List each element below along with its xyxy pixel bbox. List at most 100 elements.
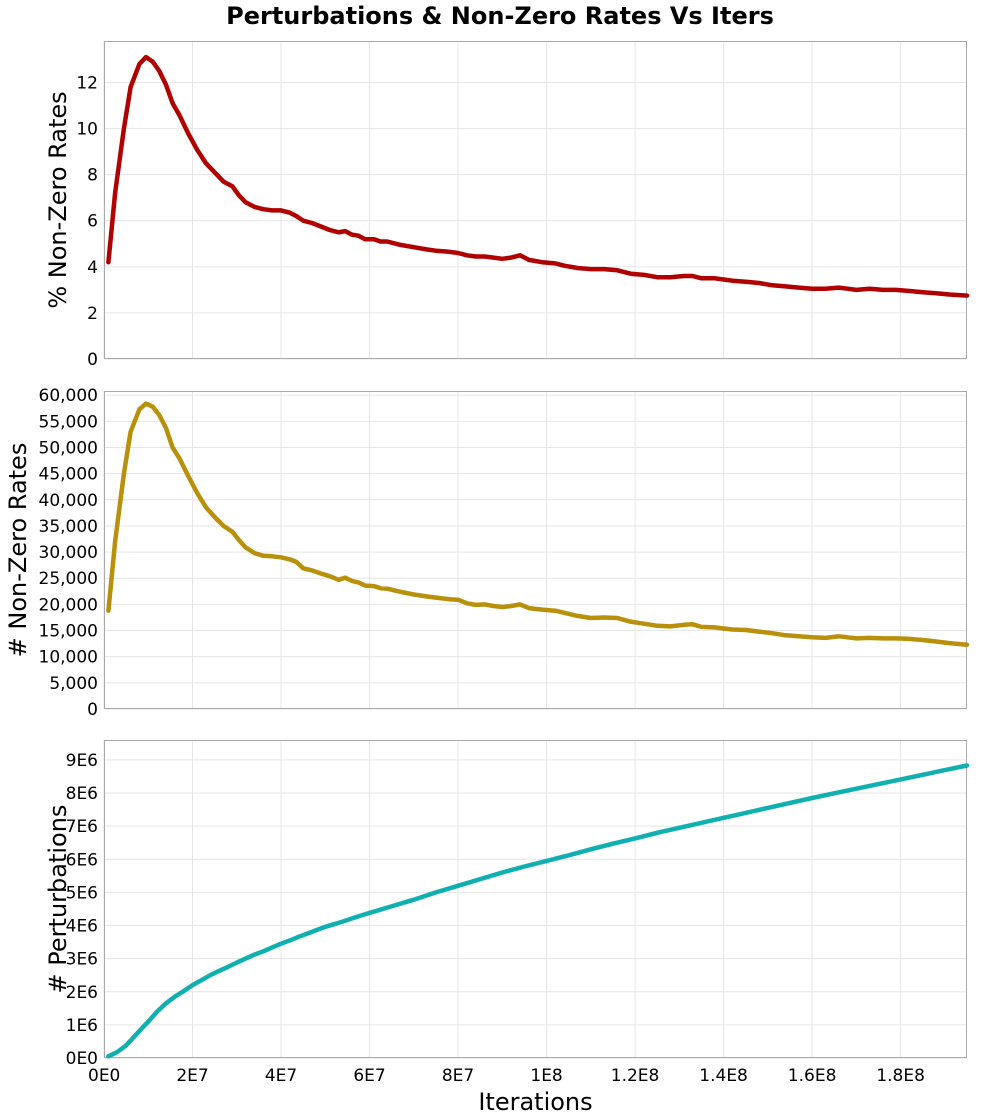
plot-frame [104, 740, 967, 1058]
data-point [921, 773, 925, 777]
data-point [124, 1043, 128, 1047]
data-point [465, 253, 469, 257]
data-point [722, 278, 726, 282]
data-point [854, 636, 858, 640]
x-tick-label: 8E7 [442, 1066, 474, 1086]
data-point [279, 942, 283, 946]
data-point [379, 240, 383, 244]
plot-frame [104, 41, 967, 359]
data-point [122, 127, 126, 131]
data-point [700, 821, 704, 825]
data-point [337, 230, 341, 234]
data-point [691, 274, 695, 278]
data-point [301, 219, 305, 223]
panel-count-non-zero-rates: 0 5,000 10,000 15,000 20,000 25,000 30,000 35,0… [4, 386, 970, 720]
data-point [921, 638, 925, 642]
data-point [164, 1001, 168, 1005]
data-point [527, 258, 531, 262]
data-point [797, 634, 801, 638]
data-point [894, 636, 898, 640]
data-point [553, 261, 557, 265]
data-point [332, 922, 336, 926]
data-point [447, 597, 451, 601]
y-tick-label: 45,000 [39, 465, 98, 485]
data-point [350, 917, 354, 921]
data-point [447, 250, 451, 254]
data-point [261, 554, 265, 558]
data-point [270, 945, 274, 949]
data-point [669, 624, 673, 628]
data-point [722, 627, 726, 631]
data-point [306, 932, 310, 936]
x-tick-label: 1.2E8 [611, 1066, 660, 1086]
data-point [425, 595, 429, 599]
plot-area [104, 41, 967, 359]
data-point [151, 405, 155, 409]
data-point [965, 294, 969, 298]
data-point [965, 764, 969, 768]
data-point [106, 260, 110, 264]
data-point [434, 890, 438, 894]
plot-area [104, 740, 967, 1058]
data-point [230, 530, 234, 534]
plot-area [104, 391, 967, 709]
y-tick-label: 0 [87, 700, 98, 720]
data-point [527, 606, 531, 610]
data-point [921, 290, 925, 294]
data-point [237, 538, 241, 542]
y-axis-label: # Non-Zero Rates [4, 443, 32, 658]
data-point [730, 279, 734, 283]
data-point [270, 554, 274, 558]
y-tick-label: 10 [76, 120, 98, 140]
data-point [129, 85, 133, 89]
data-point [288, 211, 292, 215]
data-point [500, 257, 504, 261]
data-point [908, 289, 912, 293]
data-point [947, 293, 951, 297]
y-tick-label: 9E6 [66, 751, 98, 771]
data-point [655, 275, 659, 279]
y-tick-label: 8E6 [66, 784, 98, 804]
data-point [677, 826, 681, 830]
data-point [412, 245, 416, 249]
data-point [722, 816, 726, 820]
data-point [222, 524, 226, 528]
data-point [456, 251, 460, 255]
data-point [934, 291, 938, 295]
data-point [208, 973, 212, 977]
data-point [226, 965, 230, 969]
data-point [642, 622, 646, 626]
data-point [372, 237, 376, 241]
data-point [122, 472, 126, 476]
data-point [947, 641, 951, 645]
data-point [713, 276, 717, 280]
data-point [553, 609, 557, 613]
data-point [343, 229, 347, 233]
data-point [142, 1024, 146, 1028]
y-tick-label: 25,000 [39, 569, 98, 589]
data-point [195, 491, 199, 495]
data-point [217, 969, 221, 973]
data-point [509, 256, 513, 260]
data-point [642, 273, 646, 277]
data-point [357, 580, 361, 584]
data-point [766, 806, 770, 810]
x-tick-label: 6E7 [353, 1066, 385, 1086]
data-point [810, 287, 814, 291]
data-point [633, 836, 637, 840]
data-point [350, 233, 354, 237]
data-point [368, 911, 372, 915]
data-point [182, 989, 186, 993]
data-point [483, 602, 487, 606]
data-point [113, 191, 117, 195]
data-point [372, 584, 376, 588]
x-tick-label: 1.6E8 [788, 1066, 837, 1086]
data-point [328, 228, 332, 232]
y-tick-label: 3E6 [66, 950, 98, 970]
data-point [295, 214, 299, 218]
data-point [797, 286, 801, 290]
y-tick-label: 7E6 [66, 817, 98, 837]
y-tick-label: 6 [87, 212, 98, 232]
data-point [186, 474, 190, 478]
